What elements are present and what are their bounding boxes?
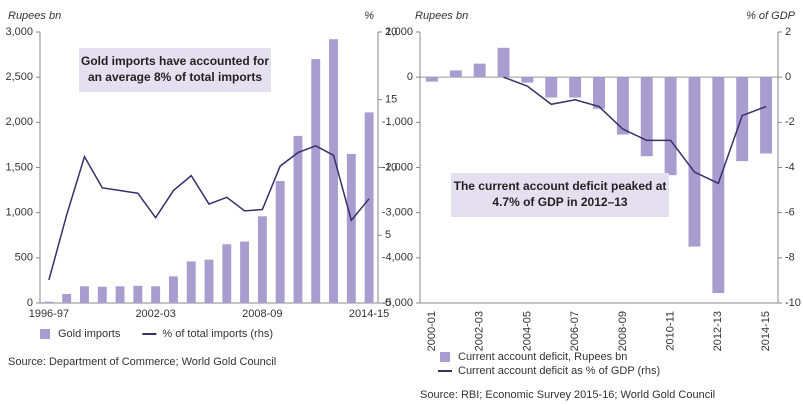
bar xyxy=(151,286,161,303)
y-tick-label: -2,000 xyxy=(382,161,413,173)
bar xyxy=(240,241,250,303)
y2-axis-title: % of GDP xyxy=(746,10,796,22)
y-tick-label: -1,000 xyxy=(382,116,413,128)
bar xyxy=(521,77,534,83)
bar xyxy=(329,39,338,304)
y-tick-label: 0 xyxy=(407,71,413,83)
y2-tick-label: 15 xyxy=(385,94,397,106)
y2-tick-label: -6 xyxy=(785,207,795,219)
line xyxy=(48,144,370,281)
legend-label: Gold imports xyxy=(58,328,121,340)
y-tick-label: 1,000 xyxy=(385,26,413,38)
legend-label: % of total imports (rhs) xyxy=(162,328,273,340)
bar xyxy=(688,77,701,247)
x-tick-label: 2008-09 xyxy=(617,311,629,351)
annotation: Gold imports have accounted for xyxy=(81,54,269,68)
y-tick-label: 2,500 xyxy=(5,71,33,83)
line xyxy=(503,76,767,185)
x-tick-label: 2004-05 xyxy=(521,311,533,351)
bar xyxy=(311,59,321,303)
annotation: an average 8% of total imports xyxy=(88,70,262,84)
annotation-box xyxy=(79,48,271,92)
bar xyxy=(616,77,629,135)
y-tick-label: -3,000 xyxy=(382,207,413,219)
source: Source: RBI; Economic Survey 2015-16; Wo… xyxy=(420,389,715,401)
bar xyxy=(473,63,486,78)
y2-axis-title: % xyxy=(364,10,374,22)
bar xyxy=(257,216,267,303)
x-tick-label: 2000-01 xyxy=(426,311,438,351)
bar xyxy=(204,259,214,303)
x-tick-label: 1996-97 xyxy=(29,308,69,320)
y2-tick-label: -4 xyxy=(785,161,795,173)
bar xyxy=(80,286,89,303)
y2-tick-label: 10 xyxy=(385,161,397,173)
bar xyxy=(186,261,196,303)
bar xyxy=(712,77,725,294)
bar xyxy=(222,244,232,303)
bar xyxy=(449,70,462,78)
y-tick-label: 3,000 xyxy=(5,26,33,38)
y2-tick-label: -10 xyxy=(785,297,801,309)
y-tick-label: 0 xyxy=(27,297,33,309)
x-tick-label: 2014-15 xyxy=(760,311,772,351)
bar xyxy=(346,153,356,303)
bar xyxy=(133,285,143,303)
bar xyxy=(760,77,773,154)
bar xyxy=(44,301,54,303)
x-tick-label: 2006-07 xyxy=(569,311,581,351)
annotation: 4.7% of GDP in 2012–13 xyxy=(492,195,628,209)
y2-tick-label: 2 xyxy=(785,26,791,38)
bar xyxy=(62,293,72,303)
y-axis-title: Rupees bn xyxy=(415,10,468,22)
bar xyxy=(640,77,653,157)
y2-tick-label: 0 xyxy=(385,297,391,309)
bar xyxy=(664,77,677,176)
annotation-box xyxy=(451,173,669,217)
bar xyxy=(364,112,374,303)
legend-label: Current account deficit as % of GDP (rhs… xyxy=(458,365,660,377)
bar xyxy=(497,47,510,78)
y2-tick-label: 0 xyxy=(785,71,791,83)
x-tick-label: 2010-11 xyxy=(665,311,677,351)
x-tick-label: 2008-09 xyxy=(242,308,282,320)
y2-tick-label: -2 xyxy=(785,116,795,128)
bar xyxy=(736,77,749,162)
x-tick-label: 2002-03 xyxy=(135,308,175,320)
bar xyxy=(115,286,125,303)
y-tick-label: 500 xyxy=(15,252,33,264)
bar xyxy=(97,286,107,303)
legend-label: Current account deficit, Rupees bn xyxy=(458,351,627,363)
y-tick-label: -4,000 xyxy=(382,252,413,264)
y-axis-title: Rupees bn xyxy=(8,10,61,22)
bar xyxy=(275,181,285,303)
bar xyxy=(545,77,558,98)
y-tick-label: 1,500 xyxy=(5,161,33,173)
legend-swatch xyxy=(40,329,50,339)
bar xyxy=(569,77,582,98)
y-tick-label: 2,000 xyxy=(5,116,33,128)
x-tick-label: 2014-15 xyxy=(349,308,389,320)
y-tick-label: -5,000 xyxy=(382,297,413,309)
bar xyxy=(293,135,303,303)
x-tick-label: 2012-13 xyxy=(712,311,724,351)
bar xyxy=(168,276,178,303)
bar xyxy=(593,77,605,109)
x-tick-label: 2002-03 xyxy=(474,311,486,351)
annotation: The current account deficit peaked at xyxy=(454,179,667,193)
bar xyxy=(425,77,438,82)
y2-tick-label: -8 xyxy=(785,252,795,264)
y2-tick-label: 5 xyxy=(385,229,391,241)
source: Source: Department of Commerce; World Go… xyxy=(8,356,276,368)
y2-tick-label: 20 xyxy=(385,26,397,38)
y-tick-label: 1,000 xyxy=(5,207,33,219)
legend-swatch xyxy=(440,352,450,362)
